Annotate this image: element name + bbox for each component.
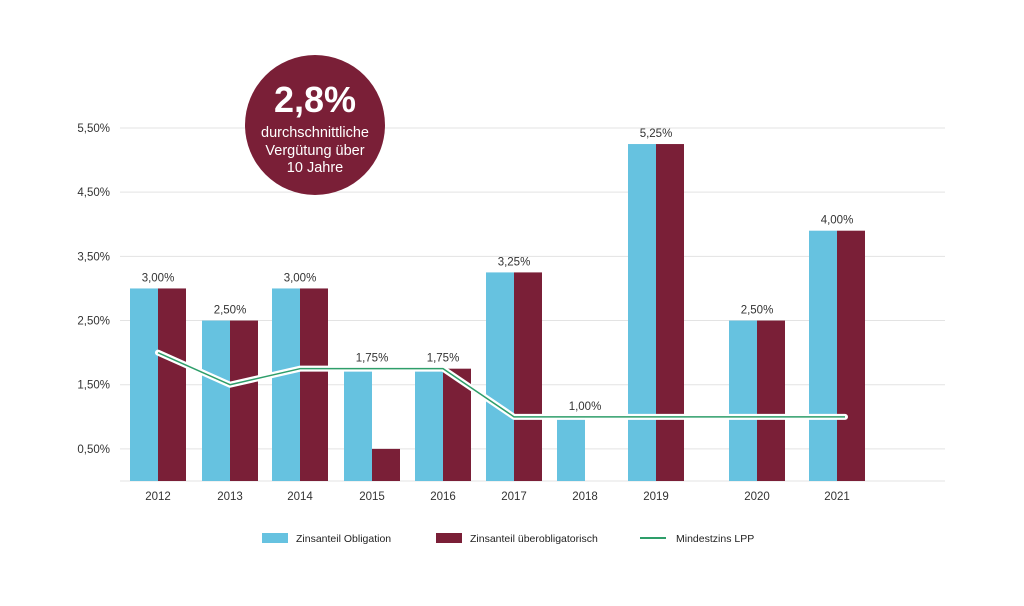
- data-labels: 3,00% 2,50% 3,00% 1,75% 1,75% 3,25% 1,00% 5,25%…: [142, 128, 854, 413]
- data-label: 4,00%: [821, 215, 854, 227]
- bar-obligation: [202, 320, 230, 481]
- data-label: 3,25%: [498, 256, 531, 268]
- bar-obligation: [557, 416, 585, 481]
- data-label: 1,00%: [569, 401, 602, 413]
- bar-obligation: [809, 230, 837, 481]
- x-tick-label: 2021: [824, 491, 850, 503]
- bar-ueberobligatorisch: [757, 320, 785, 481]
- badge-circle: [245, 55, 385, 195]
- y-tick-label: 5,50%: [77, 123, 110, 135]
- x-tick-label: 2020: [744, 491, 770, 503]
- y-tick-label: 0,50%: [77, 444, 110, 456]
- bar-obligation: [729, 320, 757, 481]
- x-axis-ticks: 2012 2013 2014 2015 2016 2017 2018 2019 2020 2021: [145, 491, 850, 503]
- y-tick-label: 4,50%: [77, 187, 110, 199]
- bar-ueberobligatorisch: [656, 144, 684, 481]
- data-label: 2,50%: [741, 305, 774, 317]
- legend-label-ueberobligatorisch: Zinsanteil überobligatorisch: [470, 533, 598, 545]
- line-mindestzins: [157, 351, 845, 418]
- bar-ueberobligatorisch: [158, 288, 186, 481]
- badge-value: 2,8%: [274, 79, 356, 120]
- bar-ueberobligatorisch: [837, 230, 865, 481]
- x-tick-label: 2014: [287, 491, 313, 503]
- badge-line-2: Vergütung über: [265, 143, 364, 159]
- x-tick-label: 2013: [217, 491, 243, 503]
- y-axis-ticks: 0,50% 1,50% 2,50% 3,50% 4,50% 5,50%: [77, 123, 110, 456]
- y-tick-label: 3,50%: [77, 251, 110, 263]
- legend-swatch-obligation: [262, 533, 288, 543]
- data-label: 1,75%: [356, 353, 389, 365]
- bar-ueberobligatorisch: [230, 320, 258, 481]
- legend: Zinsanteil Obligation Zinsanteil überobl…: [262, 533, 754, 545]
- bar-ueberobligatorisch: [514, 272, 542, 481]
- x-tick-label: 2012: [145, 491, 171, 503]
- x-tick-label: 2018: [572, 491, 598, 503]
- badge-line-1: durchschnittliche: [261, 125, 369, 141]
- x-tick-label: 2015: [359, 491, 385, 503]
- bars: [130, 144, 865, 481]
- y-tick-label: 1,50%: [77, 380, 110, 392]
- mindestzins-line: [155, 349, 848, 420]
- data-label: 3,00%: [284, 272, 317, 284]
- x-tick-label: 2017: [501, 491, 527, 503]
- bar-obligation: [272, 288, 300, 481]
- data-label: 3,00%: [142, 272, 175, 284]
- bar-obligation: [415, 368, 443, 481]
- y-tick-label: 2,50%: [77, 316, 110, 328]
- bar-obligation: [486, 272, 514, 481]
- bar-obligation: [344, 368, 372, 481]
- bar-ueberobligatorisch: [372, 448, 400, 481]
- x-tick-label: 2019: [643, 491, 669, 503]
- bar-obligation: [628, 144, 656, 481]
- badge-line-3: 10 Jahre: [287, 160, 343, 176]
- legend-label-obligation: Zinsanteil Obligation: [296, 533, 391, 545]
- legend-swatch-ueberobligatorisch: [436, 533, 462, 543]
- data-label: 1,75%: [427, 353, 460, 365]
- average-badge: 2,8% durchschnittliche Vergütung über 10…: [245, 55, 385, 195]
- bar-obligation: [130, 288, 158, 481]
- data-label: 2,50%: [214, 305, 247, 317]
- x-tick-label: 2016: [430, 491, 456, 503]
- bar-ueberobligatorisch: [300, 288, 328, 481]
- legend-label-mindestzins: Mindestzins LPP: [676, 533, 754, 545]
- data-label: 5,25%: [640, 128, 673, 140]
